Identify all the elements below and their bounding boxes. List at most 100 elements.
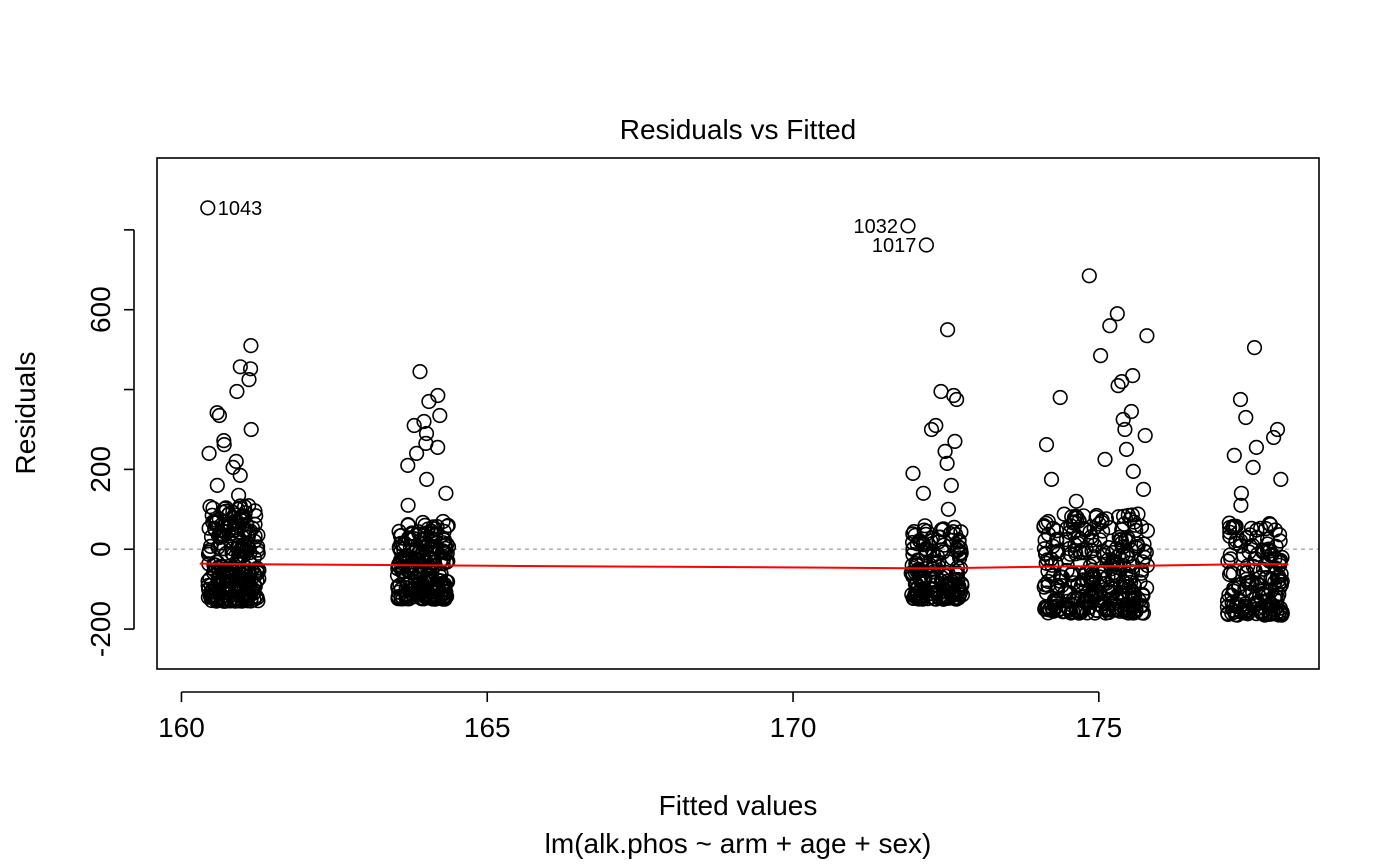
residual-point [249,560,265,576]
y-tick-label: -200 [85,601,116,657]
residual-point [410,586,427,602]
residual-point [1045,602,1061,618]
residual-point [1138,544,1154,560]
residual-point [1247,550,1263,567]
x-axis-title: Fitted values [659,790,818,821]
residual-point [201,581,217,598]
x-tick-label: 160 [158,712,205,743]
residual-point [390,590,406,607]
residual-point-outlier [229,383,245,400]
residual-point-outlier [1232,391,1249,408]
residual-point [942,525,958,542]
residual-point [201,520,217,536]
residual-point-outlier [923,421,940,438]
residual-point-outlier [231,487,247,503]
point-label: 1017 [872,235,917,257]
residual-point [1126,598,1142,614]
residual-point [1102,585,1118,601]
x-axis: 160 165 170 175 [158,691,1122,743]
smooth-line-layer [199,562,1289,570]
residual-point [1233,538,1249,554]
residual-point-outlier [948,391,965,408]
residual-point [215,527,232,543]
y-tick-label: 600 [85,286,116,333]
x-axis-subtitle: lm(alk.phos ~ arm + age + sex) [545,828,932,859]
residual-point-outlier [905,465,921,482]
residual-point [1136,543,1152,559]
x-tick-label: 175 [1075,712,1122,743]
point-label: 1032 [854,216,899,238]
residual-point-outlier [1137,427,1153,444]
residual-point [230,593,247,609]
labeled-point [918,237,935,253]
residual-point [951,534,967,550]
residual-point-outlier [1110,378,1126,394]
residual-point-outlier [1043,471,1060,488]
labeled-point [900,218,916,234]
residual-point-outlier [243,338,259,354]
residual-point [909,557,925,573]
residual-point [1224,605,1240,621]
residual-point [432,568,448,584]
residual-point [1092,532,1108,548]
residual-point [1071,600,1087,616]
residual-point [1124,507,1140,523]
residual-point [413,590,429,606]
residual-point [400,516,416,533]
residual-point-outlier [243,421,259,438]
residual-point-outlier [201,445,217,462]
residual-point [1118,531,1134,547]
residual-point [250,545,266,561]
residual-point [1109,559,1125,576]
residual-point [1089,602,1105,618]
residual-point [1079,605,1095,621]
residual-point-outlier [1052,389,1068,406]
residual-point-outlier [406,417,422,434]
residual-point-outlier [943,477,959,494]
residual-point [1121,603,1138,619]
residual-point [937,568,954,584]
residual-point [203,529,220,545]
residual-point-outlier [1233,485,1249,501]
residual-point [426,521,442,537]
residual-point-outlier [1102,318,1118,334]
x-tick-label: 170 [770,712,817,743]
residual-point [435,552,451,568]
residual-point [1133,562,1150,578]
residual-point [437,576,453,593]
residual-point [1101,539,1117,556]
residual-point [1261,553,1278,569]
residual-point [1109,602,1125,618]
residual-point [222,593,239,609]
residual-point-outlier [939,322,956,338]
residual-point [1241,603,1257,620]
residual-point [1045,567,1061,584]
residual-point-outlier [438,485,454,501]
residual-point [1075,575,1091,591]
residual-point [953,545,969,561]
residual-point [1068,508,1084,525]
residual-point-outlier [1068,493,1084,509]
residual-point [203,584,219,600]
residual-point-outlier [1273,471,1289,488]
residual-point [219,564,235,581]
residual-point [231,582,247,598]
residual-point-outlier [1246,340,1263,356]
residual-point-outlier [933,383,949,400]
residual-point [1258,570,1274,586]
residual-point [1079,572,1095,588]
residual-point-outlier [947,433,963,450]
residual-point-outlier [1125,463,1141,480]
residual-point-outlier [940,501,957,517]
residual-point [390,561,406,577]
residual-point-outlier [1248,439,1264,456]
residual-point [1107,568,1123,584]
residual-point [931,529,947,545]
residual-point [1251,589,1268,605]
residual-point [1128,522,1144,539]
residual-point-outlier [416,413,432,430]
residual-point [1267,522,1283,538]
residual-point-outlier [1115,411,1131,428]
residual-point [1048,594,1065,611]
residual-point [1064,509,1080,525]
